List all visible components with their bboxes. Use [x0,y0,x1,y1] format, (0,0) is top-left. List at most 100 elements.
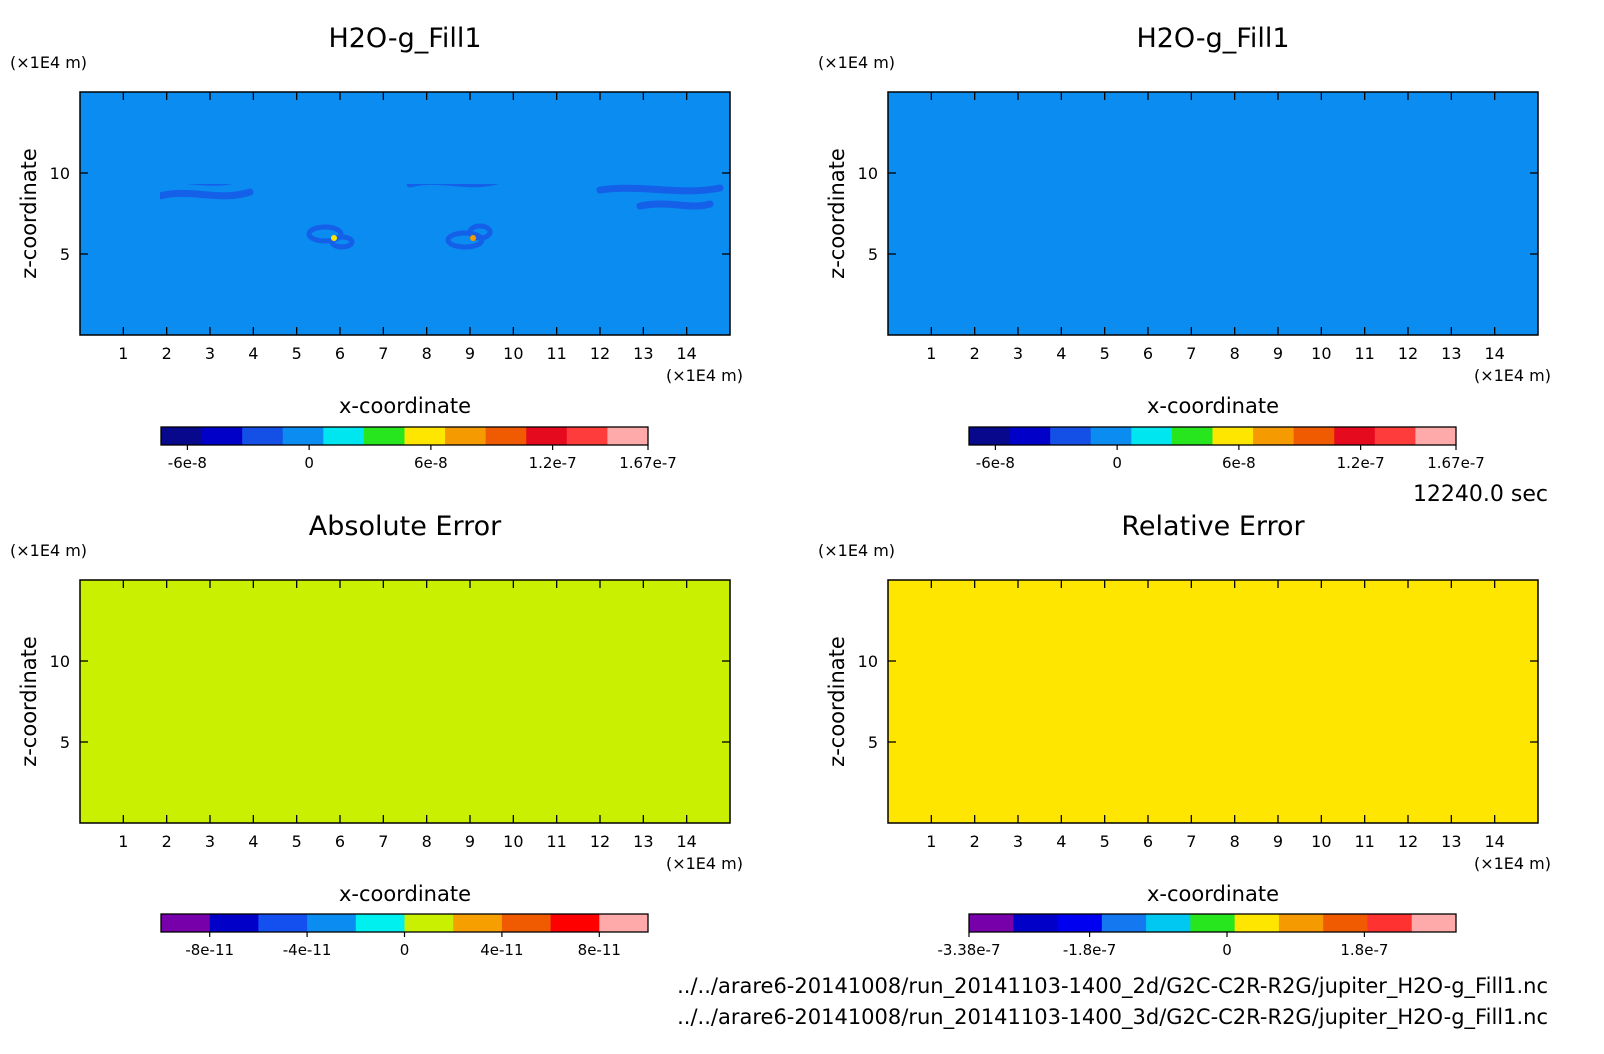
x-tick-label: 5 [292,344,302,363]
colorbar-tick-label: 0 [1112,454,1122,472]
colorbar-swatch [1131,427,1173,445]
x-tick-label: 6 [335,344,345,363]
colorbar-swatch [501,914,552,932]
x-tick-label: 13 [1441,344,1461,363]
x-tick-label: 13 [1441,832,1461,851]
chart-title: H2O-g_Fill1 [328,23,481,54]
y-axis-unit: (×1E4 m) [10,541,87,560]
colorbar-tick-label: 1.2e-7 [1337,454,1385,472]
y-axis-unit: (×1E4 m) [10,53,87,72]
x-tick-label: 6 [1143,344,1153,363]
x-tick-label: 2 [970,344,980,363]
colorbar-tick-label: 1.2e-7 [529,454,577,472]
colorbar-swatch [550,914,600,932]
colorbar-tick-label: 8e-11 [578,941,621,959]
colorbar-swatch [526,427,568,445]
time-label: 12240.0 sec [1413,482,1548,507]
colorbar-swatch [258,914,308,932]
colorbar-swatch [599,914,649,932]
x-tick-label: 8 [422,344,432,363]
plot-frame [79,579,731,824]
x-tick-label: 1 [118,832,128,851]
x-tick-label: 2 [162,832,172,851]
y-tick-label: 5 [868,245,878,264]
colorbar-swatch [307,914,357,932]
colorbar-swatch [1009,427,1051,445]
plot-frame [79,91,731,336]
x-tick-label: 14 [1484,344,1504,363]
x-tick-label: 13 [633,832,653,851]
x-tick-label: 11 [1354,832,1374,851]
colorbar-tick-label: -6e-8 [168,454,207,472]
x-axis-unit: (×1E4 m) [1474,366,1551,385]
y-axis-unit: (×1E4 m) [818,53,895,72]
colorbar-tick-label: 6e-8 [414,454,448,472]
x-axis-label: x-coordinate [1147,394,1279,418]
peak-marker [331,235,337,241]
x-tick-label: 13 [633,344,653,363]
peak-marker [470,235,476,241]
x-tick-label: 3 [1013,832,1023,851]
x-tick-label: 9 [1273,344,1283,363]
colorbar-swatch [1293,427,1335,445]
x-tick-label: 9 [465,344,475,363]
plot-background [888,580,1538,823]
y-axis-label: z-coordinate [17,636,41,767]
y-tick-label: 10 [858,652,878,671]
x-tick-label: 8 [1230,832,1240,851]
x-tick-label: 10 [1311,344,1331,363]
colorbar-swatch [1212,427,1254,445]
x-tick-label: 14 [676,344,696,363]
colorbar-swatch [355,914,405,932]
x-tick-label: 4 [1056,344,1066,363]
x-tick-label: 12 [1398,344,1418,363]
x-tick-label: 10 [503,832,523,851]
x-tick-label: 12 [590,832,610,851]
x-tick-label: 9 [465,832,475,851]
chart-panel-1: H2O-g_Fill1(×1E4 m)1 2 3 4 5 6 7 8 9 10 11 12 13 1451… [10,23,743,472]
colorbar: -3.38e-7 -1.8e-7 0 1.8e-7 [938,913,1457,959]
colorbar-tick-label: 0 [400,941,410,959]
colorbar-swatch [607,427,649,445]
colorbar-tick-label: 0 [1222,941,1232,959]
x-tick-label: 6 [335,832,345,851]
x-tick-label: 5 [1100,832,1110,851]
plot-background [888,92,1538,335]
x-tick-label: 11 [546,344,566,363]
chart-title: Absolute Error [309,511,502,542]
x-tick-label: 5 [292,832,302,851]
x-tick-label: 1 [926,832,936,851]
file-path-2d: ../../arare6-20141008/run_20141103-1400_… [677,974,1548,999]
colorbar-tick-label: 1.67e-7 [619,454,677,472]
colorbar-swatch [1090,427,1132,445]
colorbar-swatch [1057,914,1103,932]
x-tick-label: 7 [1186,344,1196,363]
colorbar-swatch [969,914,1014,932]
field-features [160,184,724,250]
colorbar-tick-label: 6e-8 [1222,454,1256,472]
contour-blob [306,224,344,244]
x-tick-label: 6 [1143,832,1153,851]
x-tick-label: 9 [1273,832,1283,851]
colorbar-swatch [1323,914,1368,932]
y-axis-unit: (×1E4 m) [818,541,895,560]
chart-title: H2O-g_Fill1 [1136,23,1289,54]
x-tick-label: 1 [926,344,936,363]
colorbar-swatch [1234,914,1280,932]
x-tick-label: 3 [1013,344,1023,363]
colorbar-swatch [1013,914,1059,932]
colorbar-frame [968,426,1457,446]
colorbar-swatch [1146,914,1191,932]
x-tick-label: 4 [1056,832,1066,851]
x-tick-label: 10 [503,344,523,363]
colorbar-tick-label: 1.67e-7 [1427,454,1485,472]
y-axis-label: z-coordinate [825,636,849,767]
colorbar-swatch [1253,427,1295,445]
x-tick-label: 14 [676,832,696,851]
y-tick-label: 10 [50,652,70,671]
colorbar-swatch [485,427,527,445]
file-path-3d: ../../arare6-20141008/run_20141103-1400_… [677,1005,1548,1030]
colorbar-swatch [201,427,243,445]
colorbar-swatch [323,427,365,445]
